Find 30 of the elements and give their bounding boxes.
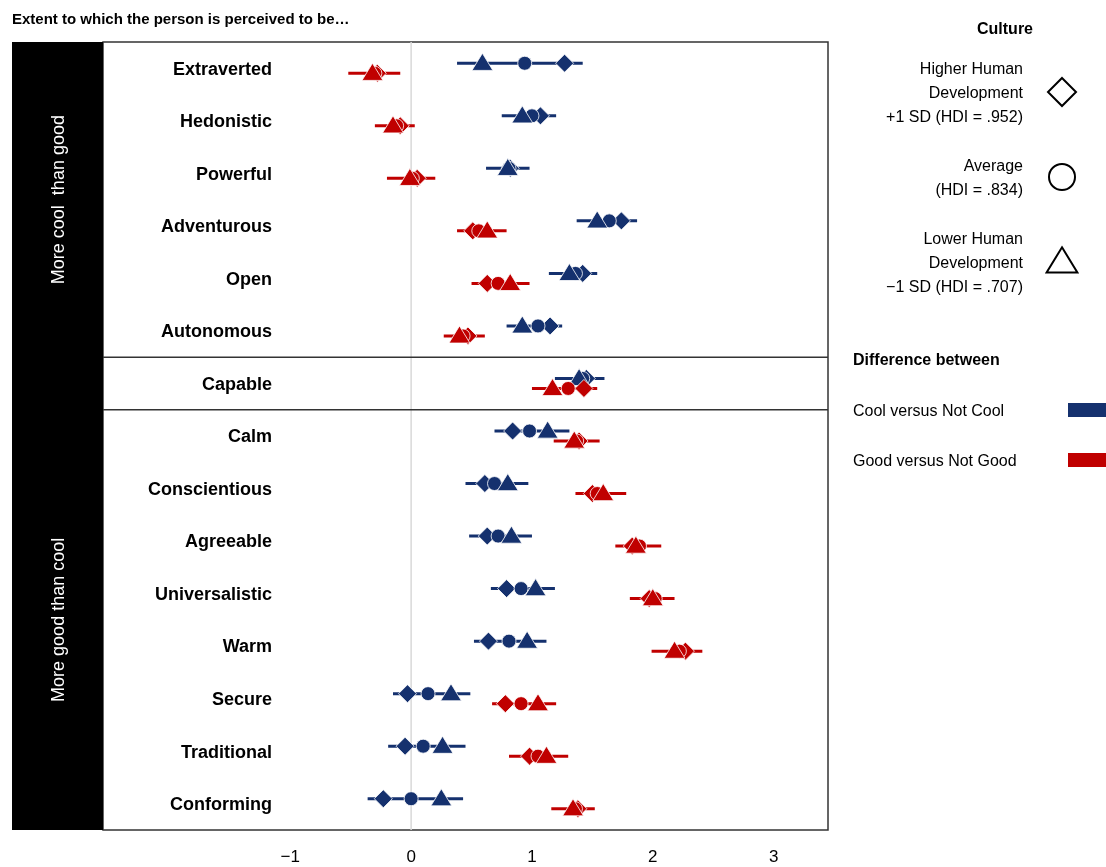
text: Lower Human Development −1 SD (HDI = .707) xyxy=(886,229,1024,295)
text: Difference between xyxy=(853,351,1000,368)
text: Higher Human Development +1 SD (HDI = .952) xyxy=(886,59,1024,125)
x-tick-label: 3 xyxy=(768,847,779,866)
text: More good than cool xyxy=(47,537,68,702)
x-tick-label: −1 xyxy=(280,847,300,866)
y-tick-label: Autonomous xyxy=(161,321,272,342)
text: Cool versus Not Cool xyxy=(853,401,1005,419)
x-tick-label: 1 xyxy=(527,847,537,866)
y-tick-label: Warm xyxy=(222,636,272,657)
y-tick-label: Secure xyxy=(211,688,272,709)
text: More cool than good xyxy=(47,115,68,285)
y-tick-label: Open xyxy=(225,268,272,289)
y-tick-label: Calm xyxy=(227,426,272,447)
x-tick-label: 0 xyxy=(406,847,416,866)
text: Average (HDI = .834) xyxy=(935,156,1024,198)
y-tick-label: Conscientious xyxy=(147,478,272,499)
y-tick-label: Adventurous xyxy=(160,216,272,237)
legend-title: Culture xyxy=(977,20,1034,37)
y-tick-label: Hedonistic xyxy=(179,111,272,132)
text: Good versus Not Good xyxy=(853,451,1017,469)
chart-title: Extent to which the person is perceived to be… xyxy=(12,10,350,27)
x-tick-label: 2 xyxy=(648,847,658,866)
y-tick-label: Traditional xyxy=(180,741,272,762)
y-tick-label: Extraverted xyxy=(172,58,272,79)
y-tick-label: Conforming xyxy=(170,794,272,815)
y-tick-label: Powerful xyxy=(195,163,272,184)
y-tick-label: Agreeable xyxy=(184,531,272,552)
y-tick-label: Capable xyxy=(201,373,272,394)
y-tick-label: Universalistic xyxy=(154,583,272,604)
